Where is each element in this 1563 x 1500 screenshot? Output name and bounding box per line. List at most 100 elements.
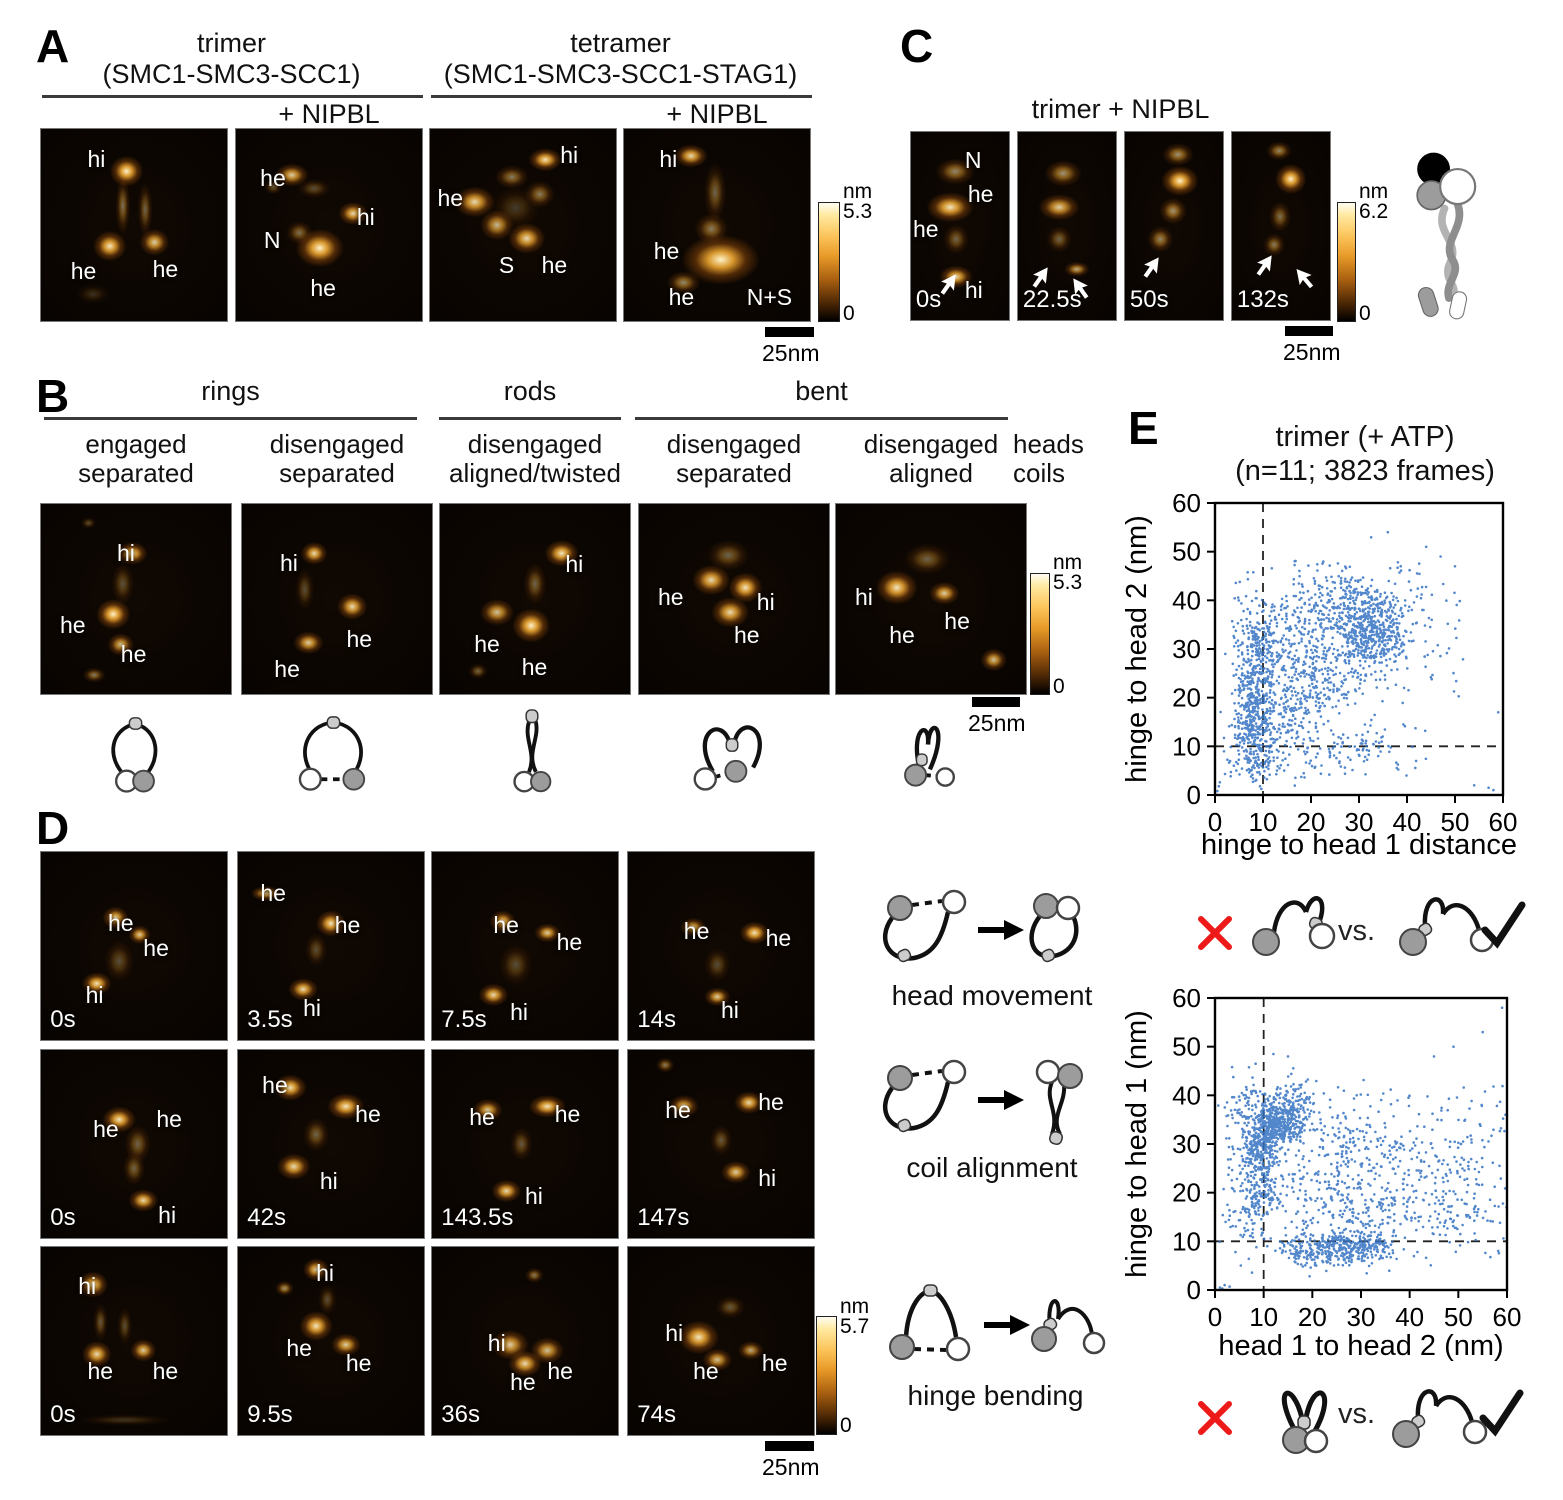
afm-label: he — [286, 1335, 312, 1362]
timestamp: 14s — [637, 1006, 676, 1034]
afm-label: he — [912, 216, 939, 243]
heads-coils-legend: heads coils — [1013, 429, 1084, 488]
afm-label: he — [765, 925, 792, 952]
x-mark-icon — [1198, 1401, 1232, 1435]
afm-label: he — [152, 1357, 179, 1384]
cartoon-head-movement — [883, 889, 1081, 963]
afm-label: he — [761, 1350, 788, 1377]
afm-label: hi — [158, 1202, 177, 1229]
cartoon-coil-alignment — [883, 1059, 1083, 1145]
trimer-title: trimer — [197, 28, 266, 58]
colorbar-b-min: 0 — [1053, 675, 1065, 698]
y-tick-label: 40 — [1172, 585, 1201, 615]
cartoon-ring-disengaged — [298, 716, 366, 791]
y-tick-label: 20 — [1172, 683, 1201, 713]
x-tick-label: 20 — [1297, 807, 1326, 837]
group-label-rods: rods — [503, 376, 557, 406]
colorbar-a-max: 5.3 — [843, 200, 873, 223]
afm-label: he — [260, 165, 286, 192]
y-tick-label: 40 — [1172, 1080, 1201, 1110]
afm-label: hi — [356, 203, 375, 230]
x-tick-label: 0 — [1208, 807, 1222, 837]
afm-label: he — [346, 625, 373, 652]
y-axis-label: hinge to head 2 (nm) — [1121, 515, 1153, 783]
afm-label: he — [274, 655, 300, 682]
x-tick-label: 40 — [1395, 1302, 1424, 1332]
x-tick-label: 30 — [1347, 1302, 1376, 1332]
scalebar-d — [765, 1441, 814, 1451]
afm-label: hi — [665, 1320, 684, 1347]
afm-image: hi he he — [439, 503, 631, 695]
afm-label: hi — [525, 1183, 543, 1210]
colorbar-c-max: 6.2 — [1359, 200, 1389, 223]
y-tick-label: 30 — [1172, 1129, 1201, 1159]
x-tick-label: 10 — [1249, 807, 1278, 837]
x-tick-label: 20 — [1298, 1302, 1327, 1332]
afm-label: he — [889, 621, 915, 648]
x-axis-label: head 1 to head 2 (nm) — [1218, 1330, 1503, 1362]
x-tick-label: 50 — [1444, 1302, 1473, 1332]
afm-label: he — [262, 1072, 288, 1099]
x-tick-label: 60 — [1493, 1302, 1522, 1332]
afm-label: he — [156, 1106, 182, 1133]
timestamp: 3.5s — [247, 1006, 293, 1034]
bent-underline — [635, 417, 1008, 420]
y-tick-label: 60 — [1172, 989, 1201, 1013]
nipbl-label-tetramer: + NIPBL — [666, 99, 768, 129]
y-tick-label: 0 — [1187, 780, 1201, 810]
scalebar-a-label: 25nm — [762, 340, 820, 366]
pointer-arrow-icon — [1067, 275, 1093, 301]
timestamp: 0s — [915, 286, 942, 314]
arrow-right-icon — [1010, 1315, 1030, 1335]
subheader-col5: disengaged aligned — [863, 429, 999, 488]
pointer-arrow-icon — [1139, 254, 1165, 280]
tetramer-subtitle: (SMC1-SMC3-SCC1-STAG1) — [443, 59, 798, 89]
panel-b-letter: B — [36, 370, 70, 422]
afm-label: hi — [319, 1168, 338, 1195]
x-tick-label: 10 — [1249, 1302, 1278, 1332]
afm-label: he — [547, 1357, 573, 1384]
timestamp: 0s — [50, 1401, 76, 1429]
afm-label: he — [87, 1357, 114, 1384]
colorbar-b — [1030, 573, 1050, 695]
subheader-col1: engaged separated — [78, 429, 194, 488]
afm-label: he — [541, 251, 568, 278]
chart-title-block: trimer (+ ATP) (n=11; 3823 frames) — [1185, 420, 1545, 488]
afm-label: hi — [756, 589, 775, 616]
panel-a-header-tetramer: tetramer (SMC1-SMC3-SCC1-STAG1) — [429, 28, 812, 90]
cohesin-nipbl-cartoon — [1416, 152, 1477, 320]
afm-label: he — [437, 184, 464, 211]
scalebar-d-label: 25nm — [762, 1454, 820, 1480]
colorbar-b-max: 5.3 — [1053, 571, 1083, 594]
afm-label: he — [70, 257, 97, 284]
afm-image: hi he he N+S — [623, 128, 811, 322]
afm-label: hi — [280, 549, 298, 576]
afm-label: he — [554, 1100, 581, 1127]
x-tick-label: 60 — [1489, 807, 1518, 837]
y-tick-label: 50 — [1172, 537, 1201, 567]
y-tick-label: 20 — [1172, 1178, 1201, 1208]
afm-image: he he hi 7.5s — [431, 851, 619, 1041]
afm-image: hi he he — [40, 503, 232, 695]
caption-head-movement: head movement — [891, 980, 1093, 1011]
x-tick-label: 30 — [1345, 807, 1374, 837]
afm-image: he he hi 14s — [627, 851, 815, 1041]
colorbar-d-max: 5.7 — [840, 1315, 870, 1338]
afm-label: hi — [85, 981, 104, 1008]
timestamp: 132s — [1236, 286, 1289, 314]
afm-label: hi — [316, 1260, 335, 1287]
scatter-points — [1217, 1006, 1508, 1290]
colorbar-c — [1337, 202, 1356, 322]
afm-label: hi — [855, 583, 873, 610]
afm-image: he hi he — [638, 503, 830, 695]
afm-label: hi — [659, 146, 678, 173]
cartoon-bent-hinge-at-gray-head — [1392, 1389, 1488, 1448]
rods-underline — [439, 417, 621, 420]
trimer-underline — [42, 95, 423, 98]
afm-label: he — [556, 928, 583, 955]
afm-image: 132s — [1231, 131, 1331, 321]
timestamp: 50s — [1129, 286, 1169, 314]
scalebar-b — [972, 697, 1020, 707]
